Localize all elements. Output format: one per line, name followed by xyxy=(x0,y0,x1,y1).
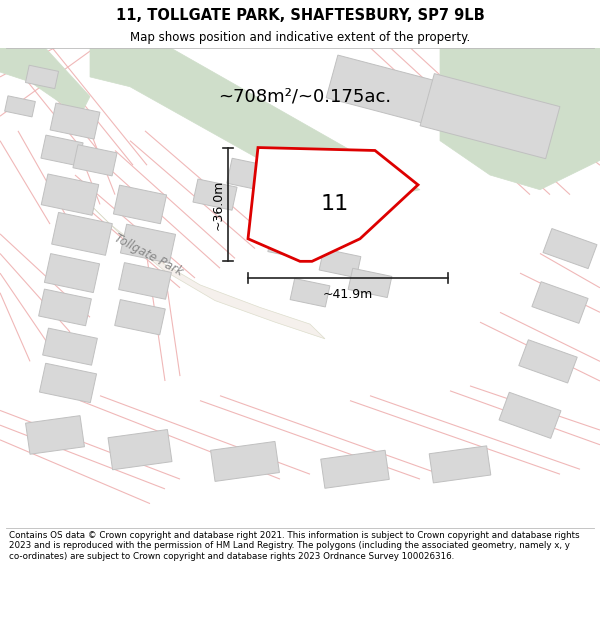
Polygon shape xyxy=(90,48,420,204)
Polygon shape xyxy=(290,279,330,307)
Polygon shape xyxy=(268,228,312,260)
Polygon shape xyxy=(41,135,83,166)
Polygon shape xyxy=(440,48,600,190)
Text: ~36.0m: ~36.0m xyxy=(212,179,224,229)
Polygon shape xyxy=(420,74,560,159)
Polygon shape xyxy=(108,429,172,470)
Polygon shape xyxy=(211,441,280,481)
Text: ~708m²/~0.175ac.: ~708m²/~0.175ac. xyxy=(218,88,392,106)
Text: Contains OS data © Crown copyright and database right 2021. This information is : Contains OS data © Crown copyright and d… xyxy=(9,531,580,561)
Polygon shape xyxy=(248,148,418,261)
Polygon shape xyxy=(429,446,491,483)
Polygon shape xyxy=(348,268,392,298)
Polygon shape xyxy=(25,65,59,89)
Text: Map shows position and indicative extent of the property.: Map shows position and indicative extent… xyxy=(130,31,470,44)
Polygon shape xyxy=(543,229,597,269)
Polygon shape xyxy=(519,340,577,383)
Polygon shape xyxy=(52,213,112,255)
Polygon shape xyxy=(532,282,588,323)
Polygon shape xyxy=(193,179,237,210)
Polygon shape xyxy=(41,174,99,215)
Text: ~41.9m: ~41.9m xyxy=(323,288,373,301)
Polygon shape xyxy=(319,249,361,278)
Polygon shape xyxy=(115,299,166,335)
Polygon shape xyxy=(44,254,100,292)
Polygon shape xyxy=(121,224,176,263)
Polygon shape xyxy=(26,416,85,454)
Polygon shape xyxy=(80,194,325,339)
Polygon shape xyxy=(326,55,454,128)
Polygon shape xyxy=(0,48,90,116)
Polygon shape xyxy=(321,450,389,488)
Polygon shape xyxy=(5,96,35,117)
Polygon shape xyxy=(50,103,100,139)
Polygon shape xyxy=(43,328,97,365)
Text: Tollgate Park: Tollgate Park xyxy=(112,232,184,279)
Polygon shape xyxy=(227,158,273,192)
Polygon shape xyxy=(119,262,172,299)
Polygon shape xyxy=(113,185,167,224)
Text: 11: 11 xyxy=(321,194,349,214)
Polygon shape xyxy=(73,145,117,176)
Polygon shape xyxy=(38,289,91,326)
Polygon shape xyxy=(499,392,561,438)
Text: 11, TOLLGATE PARK, SHAFTESBURY, SP7 9LB: 11, TOLLGATE PARK, SHAFTESBURY, SP7 9LB xyxy=(116,8,484,22)
Polygon shape xyxy=(40,363,97,403)
